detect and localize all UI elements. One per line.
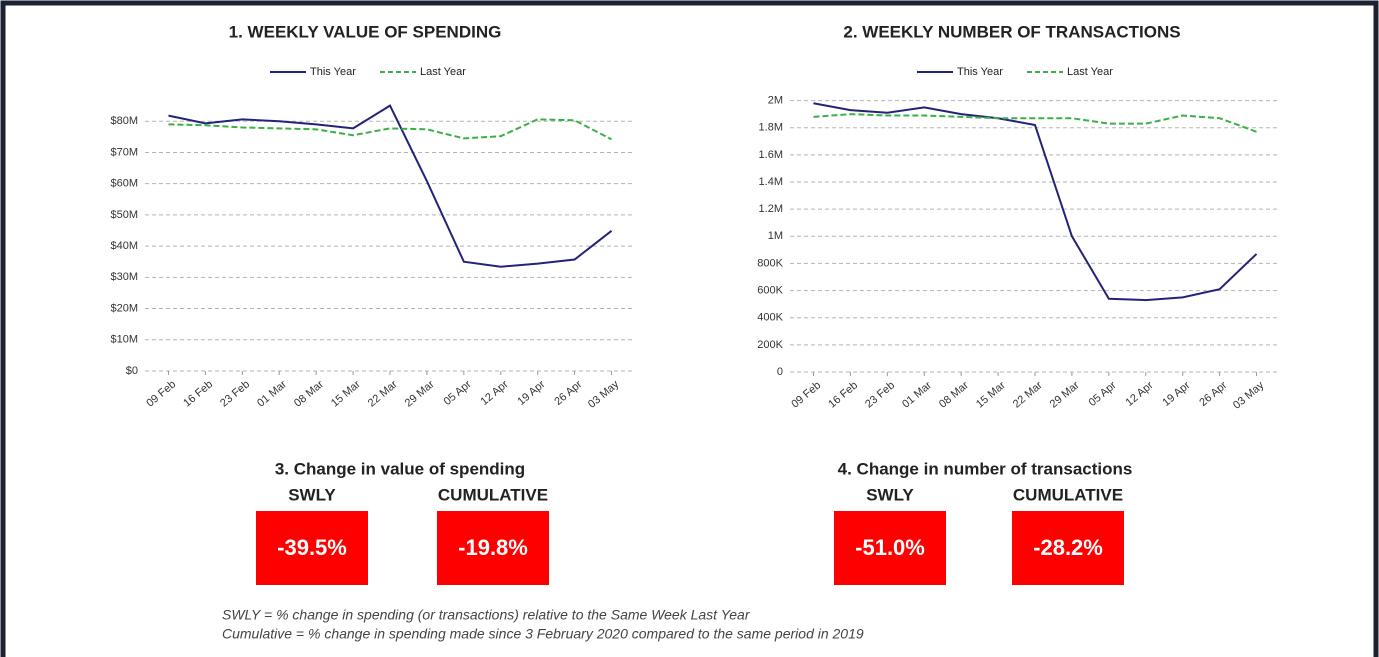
y-tick-label: $40M: [110, 240, 138, 252]
x-tick-label: 01 Mar: [255, 378, 289, 409]
x-tick-label: 29 Mar: [403, 378, 437, 409]
legend-label: Last Year: [420, 66, 466, 78]
metric-value: -28.2%: [1033, 535, 1103, 560]
metric-value: -39.5%: [277, 535, 347, 560]
metric-box: [256, 511, 368, 585]
legend-label: This Year: [310, 66, 356, 78]
metric-label: CUMULATIVE: [1013, 485, 1123, 504]
chart-title: 1. WEEKLY VALUE OF SPENDING: [229, 22, 502, 41]
metric-box: [1012, 511, 1124, 585]
metric-box: [437, 511, 549, 585]
metric-label: SWLY: [866, 485, 914, 504]
x-tick-label: 03 May: [586, 378, 622, 411]
y-tick-label: 400K: [757, 312, 783, 324]
y-tick-label: 1.4M: [759, 176, 783, 188]
x-tick-label: 12 Apr: [1123, 379, 1155, 409]
x-tick-label: 16 Feb: [181, 378, 215, 409]
series-line: [168, 118, 612, 141]
x-tick-label: 15 Mar: [974, 379, 1008, 410]
x-tick-label: 09 Feb: [789, 379, 823, 410]
x-tick-label: 22 Mar: [366, 378, 400, 409]
y-tick-label: 800K: [757, 257, 783, 269]
x-tick-label: 19 Apr: [515, 378, 547, 408]
x-tick-label: 26 Apr: [552, 378, 584, 408]
metric-value: -19.8%: [458, 535, 528, 560]
x-tick-label: 08 Mar: [292, 378, 326, 409]
footnote: Cumulative = % change in spending made s…: [222, 626, 864, 642]
x-tick-label: 19 Apr: [1160, 379, 1192, 409]
legend-label: This Year: [957, 66, 1003, 78]
panel-title: 4. Change in number of transactions: [838, 459, 1133, 478]
y-tick-label: 1.6M: [759, 149, 783, 161]
y-tick-label: 200K: [757, 339, 783, 351]
y-tick-label: $50M: [110, 209, 138, 221]
x-tick-label: 01 Mar: [900, 379, 934, 410]
x-tick-label: 23 Feb: [218, 378, 252, 409]
y-tick-label: $80M: [110, 115, 138, 127]
metric-box: [834, 511, 946, 585]
x-tick-label: 03 May: [1231, 379, 1267, 412]
footnote: SWLY = % change in spending (or transact…: [222, 607, 751, 623]
x-tick-label: 29 Mar: [1048, 379, 1082, 410]
y-tick-label: $30M: [110, 271, 138, 283]
y-tick-label: 2M: [768, 94, 783, 106]
y-tick-label: $10M: [110, 334, 138, 346]
metric-value: -51.0%: [855, 535, 925, 560]
metric-label: CUMULATIVE: [438, 485, 548, 504]
legend-label: Last Year: [1067, 66, 1113, 78]
series-line: [813, 102, 1258, 302]
y-tick-label: $20M: [110, 302, 138, 314]
y-tick-label: 1M: [768, 230, 783, 242]
series-line: [813, 113, 1257, 133]
y-tick-label: 1.2M: [759, 203, 783, 215]
x-tick-label: 16 Feb: [826, 379, 860, 410]
x-tick-label: 15 Mar: [329, 378, 363, 409]
x-tick-label: 05 Apr: [1087, 379, 1119, 409]
x-tick-label: 23 Feb: [863, 379, 897, 410]
x-tick-label: 05 Apr: [442, 378, 474, 408]
y-tick-label: 1.8M: [759, 122, 783, 134]
series-line: [168, 104, 613, 268]
x-tick-label: 22 Mar: [1011, 379, 1045, 410]
x-tick-label: 08 Mar: [937, 379, 971, 410]
y-tick-label: $60M: [110, 178, 138, 190]
chart-title: 2. WEEKLY NUMBER OF TRANSACTIONS: [843, 22, 1180, 41]
x-tick-label: 09 Feb: [144, 378, 178, 409]
y-tick-label: $0: [126, 365, 138, 377]
y-tick-label: 0: [777, 366, 783, 378]
metric-label: SWLY: [288, 485, 336, 504]
panel-title: 3. Change in value of spending: [275, 459, 525, 478]
x-tick-label: 26 Apr: [1197, 379, 1229, 409]
y-tick-label: 600K: [757, 284, 783, 296]
y-tick-label: $70M: [110, 146, 138, 158]
x-tick-label: 12 Apr: [478, 378, 510, 408]
